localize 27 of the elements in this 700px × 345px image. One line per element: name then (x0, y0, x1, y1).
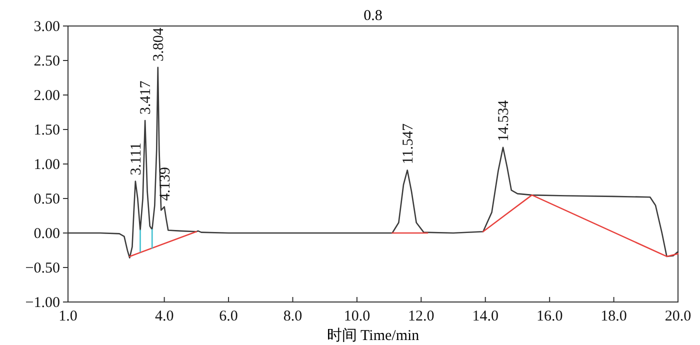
y-tick-label: 3.00 (34, 18, 60, 35)
annotation: 3.111 (128, 142, 144, 176)
x-tick-label: 18.0 (600, 308, 627, 325)
x-tick-label: 16.0 (536, 308, 563, 325)
x-tick-label: 4.0 (154, 308, 174, 325)
annotation: 11.547 (400, 123, 416, 164)
x-tick-label: 8.0 (283, 308, 302, 325)
y-tick-label: 1.00 (34, 156, 60, 173)
y-tick-label: 2.50 (34, 53, 60, 70)
annotation: 3.417 (138, 80, 154, 115)
x-tick-label: 1.0 (58, 308, 78, 325)
y-tick-label: 2.00 (34, 88, 60, 104)
y-tick-label: −0.50 (25, 260, 60, 276)
x-tick-label: 14.0 (472, 308, 498, 325)
x-tick-label: 12.0 (408, 308, 434, 325)
x-tick-label: 10.0 (344, 308, 370, 325)
text: 0.8 (364, 8, 382, 24)
x-tick-label: 20.0 (664, 308, 692, 325)
annotation: 3.804 (150, 27, 167, 62)
y-tick-label: 1.50 (34, 122, 60, 138)
y-tick-label: −1.00 (25, 294, 60, 311)
y-tick-label: 0.00 (34, 226, 60, 242)
x-axis-title: 时间 Time/min (326, 327, 420, 344)
annotation: 14.534 (496, 100, 512, 142)
y-tick-label: 0.50 (34, 191, 60, 208)
annotation: 4.139 (157, 167, 174, 201)
x-tick-label: 6.0 (219, 308, 238, 325)
